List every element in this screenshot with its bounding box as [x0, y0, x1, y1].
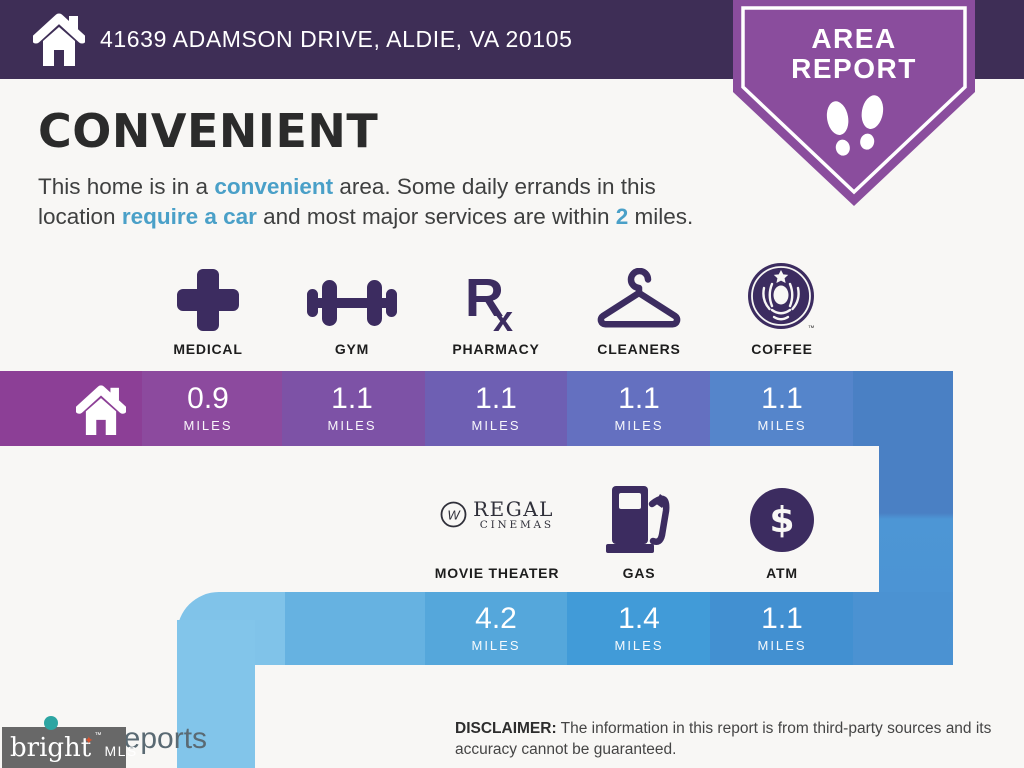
distance-cell: 0.9 MILES	[138, 371, 278, 446]
amenity-label: GYM	[334, 341, 370, 357]
amenity-medical: MEDICAL	[128, 252, 288, 357]
distance-value: 0.9	[187, 382, 229, 415]
amenity-atm: $ ATM	[702, 460, 862, 581]
distance-unit: MILES	[614, 638, 664, 653]
amenity-label: GAS	[622, 565, 656, 581]
hanger-icon	[597, 268, 681, 328]
highlight-miles-number: 2	[615, 204, 629, 229]
disclaimer-body: The information in this report is from t…	[455, 720, 992, 758]
starbucks-siren-icon: ™	[748, 263, 815, 332]
band-middle-cutout	[0, 446, 879, 592]
regal-wordmark: REGAL	[473, 496, 554, 521]
amenity-label: CLEANERS	[597, 341, 681, 357]
distance-cell: 1.1 MILES	[426, 371, 566, 446]
band-left-strip	[177, 620, 255, 768]
dollar-symbol: $	[769, 499, 795, 541]
gas-pump-icon	[606, 486, 670, 553]
distance-unit: MILES	[327, 418, 377, 433]
distance-unit: MILES	[471, 638, 521, 653]
amenity-pharmacy: R x PHARMACY	[416, 252, 576, 357]
distance-unit: MILES	[471, 418, 521, 433]
amenity-label: ATM	[766, 565, 798, 581]
trademark-symbol: ™	[94, 732, 102, 739]
brightmls-suffix: MLS	[104, 742, 138, 759]
intro-text: area. Some daily errands in this locatio…	[38, 174, 656, 229]
dumbbell-icon	[307, 280, 397, 326]
bottom-card	[255, 667, 1024, 768]
amenity-coffee: ™ COFFEE	[702, 252, 862, 357]
badge-line2: REPORT	[791, 53, 917, 84]
distance-bar-row1	[0, 371, 953, 446]
highlight-convenient: convenient	[214, 174, 334, 199]
highlight-require-car: require a car	[121, 204, 257, 229]
rx-icon: R x	[465, 268, 513, 332]
distance-cell: 1.1 MILES	[712, 592, 852, 665]
intro-paragraph: This home is in a convenient area. Some …	[38, 172, 698, 232]
amenity-label: COFFEE	[751, 341, 813, 357]
amenity-label: MEDICAL	[173, 341, 243, 357]
regal-circle-mark: W	[440, 501, 467, 528]
badge-line1: AREA	[811, 23, 896, 54]
amenity-gas: GAS	[559, 460, 719, 581]
amenity-gym: GYM	[272, 252, 432, 357]
distance-value: 1.4	[618, 602, 660, 635]
home-icon-bar	[76, 385, 126, 436]
distance-cell: 1.1 MILES	[282, 371, 422, 446]
regal-w-mark: W	[447, 507, 461, 522]
distance-bar-row2	[177, 592, 953, 665]
distance-value: 1.1	[618, 382, 660, 415]
footprints-icon	[826, 95, 884, 156]
atm-dollar-icon: $	[750, 488, 814, 552]
distance-unit: MILES	[757, 638, 807, 653]
disclaimer-text: DISCLAIMER: The information in this repo…	[455, 719, 1000, 760]
distance-cell: 1.1 MILES	[569, 371, 709, 446]
brightmls-watermark: bright ✦ ™ MLS	[2, 727, 136, 768]
rx-letter-x: x	[493, 298, 513, 332]
brightmls-star-icon: ✦	[84, 735, 94, 747]
regal-wordmark-sub: CINEMAS	[479, 518, 554, 531]
disclaimer-label: DISCLAIMER:	[455, 720, 557, 737]
distance-unit: MILES	[614, 418, 664, 433]
distance-unit: MILES	[183, 418, 233, 433]
area-report-badge: AREA REPORT	[733, 0, 975, 206]
medical-cross-icon	[177, 269, 239, 331]
distance-value: 4.2	[475, 602, 517, 635]
rx-letter-r: R	[465, 268, 504, 328]
amenity-label: PHARMACY	[452, 341, 540, 357]
amenity-label: MOVIE THEATER	[434, 565, 560, 581]
amenity-movie-theater: W REGAL CINEMAS MOVIE THEATER	[407, 460, 587, 582]
distance-cell: 1.4 MILES	[569, 592, 709, 665]
intro-text: miles.	[628, 204, 694, 229]
distance-cell: 1.1 MILES	[712, 371, 852, 446]
distance-value: 1.1	[761, 602, 803, 635]
intro-text: and most major services are within	[256, 204, 616, 229]
badge-ribbon-shape	[733, 0, 975, 206]
amenity-cleaners: CLEANERS	[559, 252, 719, 357]
address-text: 41639 ADAMSON DRIVE, ALDIE, VA 20105	[100, 26, 573, 52]
intro-text: This home is in a	[38, 174, 215, 199]
trademark-symbol: ™	[808, 325, 815, 332]
distance-unit: MILES	[757, 418, 807, 433]
distance-value: 1.1	[475, 382, 517, 415]
distance-value: 1.1	[331, 382, 373, 415]
home-icon	[33, 13, 85, 66]
distance-value: 1.1	[761, 382, 803, 415]
brightmls-brand: bright	[10, 732, 92, 763]
page-title: CONVENIENT	[38, 104, 379, 158]
teal-dot	[44, 716, 58, 730]
distance-cell: 4.2 MILES	[426, 592, 566, 665]
regal-cinemas-logo: W REGAL CINEMAS	[440, 499, 554, 531]
